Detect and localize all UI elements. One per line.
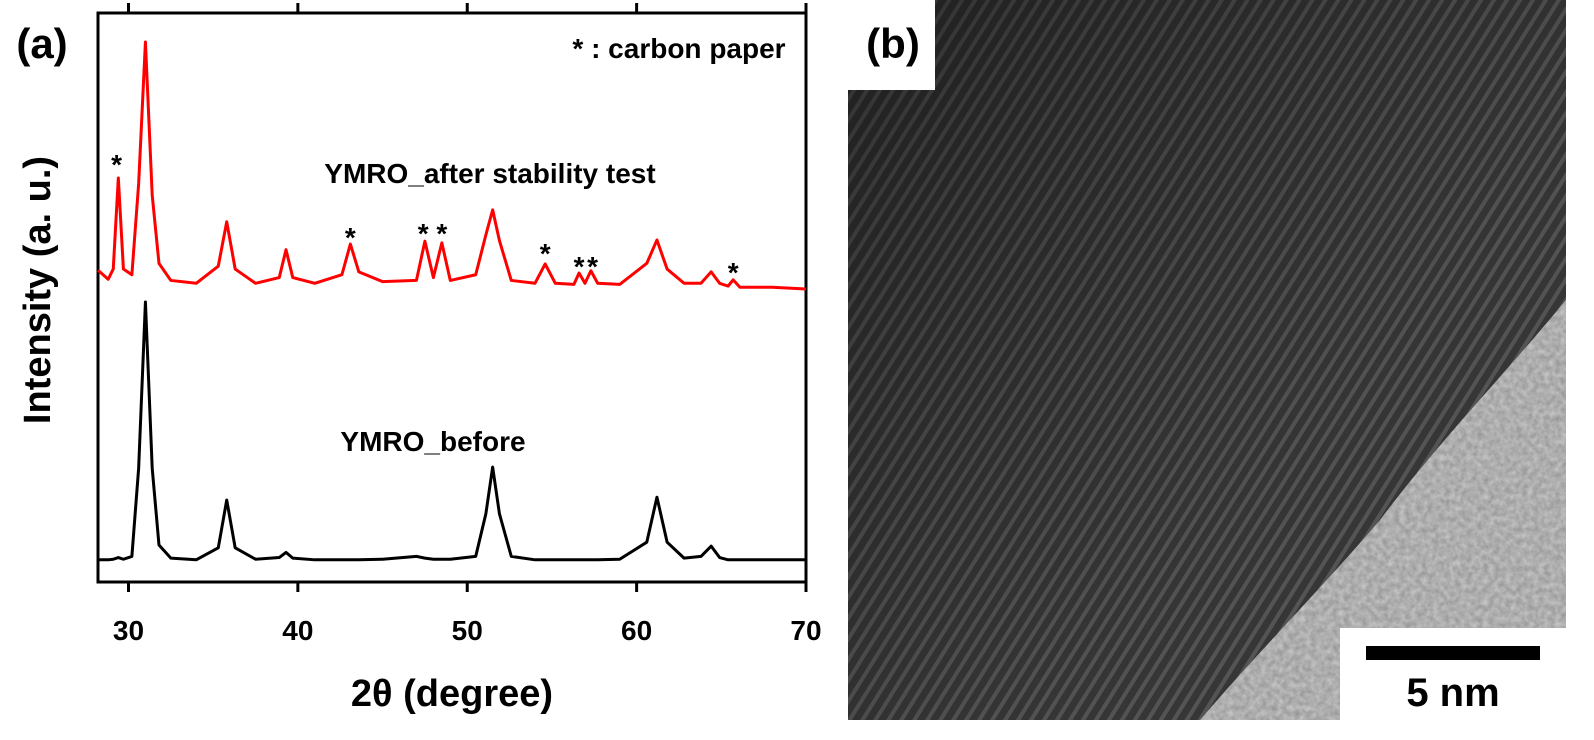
series-label: YMRO_before bbox=[340, 426, 525, 457]
peak-marker: * bbox=[574, 251, 585, 282]
peak-marker: * bbox=[436, 218, 447, 249]
panel-label: (b) bbox=[866, 20, 920, 67]
x-tick-label: 70 bbox=[790, 615, 821, 646]
peak-marker: * bbox=[728, 257, 739, 288]
x-axis-label: 2θ (degree) bbox=[351, 673, 553, 715]
y-axis-label: Intensity (a. u.) bbox=[17, 156, 59, 424]
plot-frame bbox=[96, 11, 808, 584]
peak-marker: * bbox=[540, 238, 551, 269]
x-tick-label: 30 bbox=[113, 615, 144, 646]
series-label: YMRO_after stability test bbox=[324, 158, 655, 189]
x-tick-label: 50 bbox=[452, 615, 483, 646]
scale-bar-box bbox=[1340, 628, 1566, 720]
tem-image bbox=[848, 0, 1566, 720]
peak-marker: * bbox=[345, 222, 356, 253]
x-tick-label: 60 bbox=[621, 615, 652, 646]
data-line bbox=[96, 40, 807, 291]
scale-bar bbox=[1366, 646, 1540, 660]
scale-bar-label: 5 nm bbox=[1406, 671, 1499, 715]
peak-marker: * bbox=[587, 251, 598, 282]
data-line bbox=[98, 300, 806, 562]
peak-marker: * bbox=[111, 149, 122, 180]
peak-marker: * bbox=[418, 218, 429, 249]
note: * : carbon paper bbox=[572, 33, 785, 64]
x-tick-label: 40 bbox=[282, 615, 313, 646]
panel-label: (a) bbox=[16, 20, 67, 67]
